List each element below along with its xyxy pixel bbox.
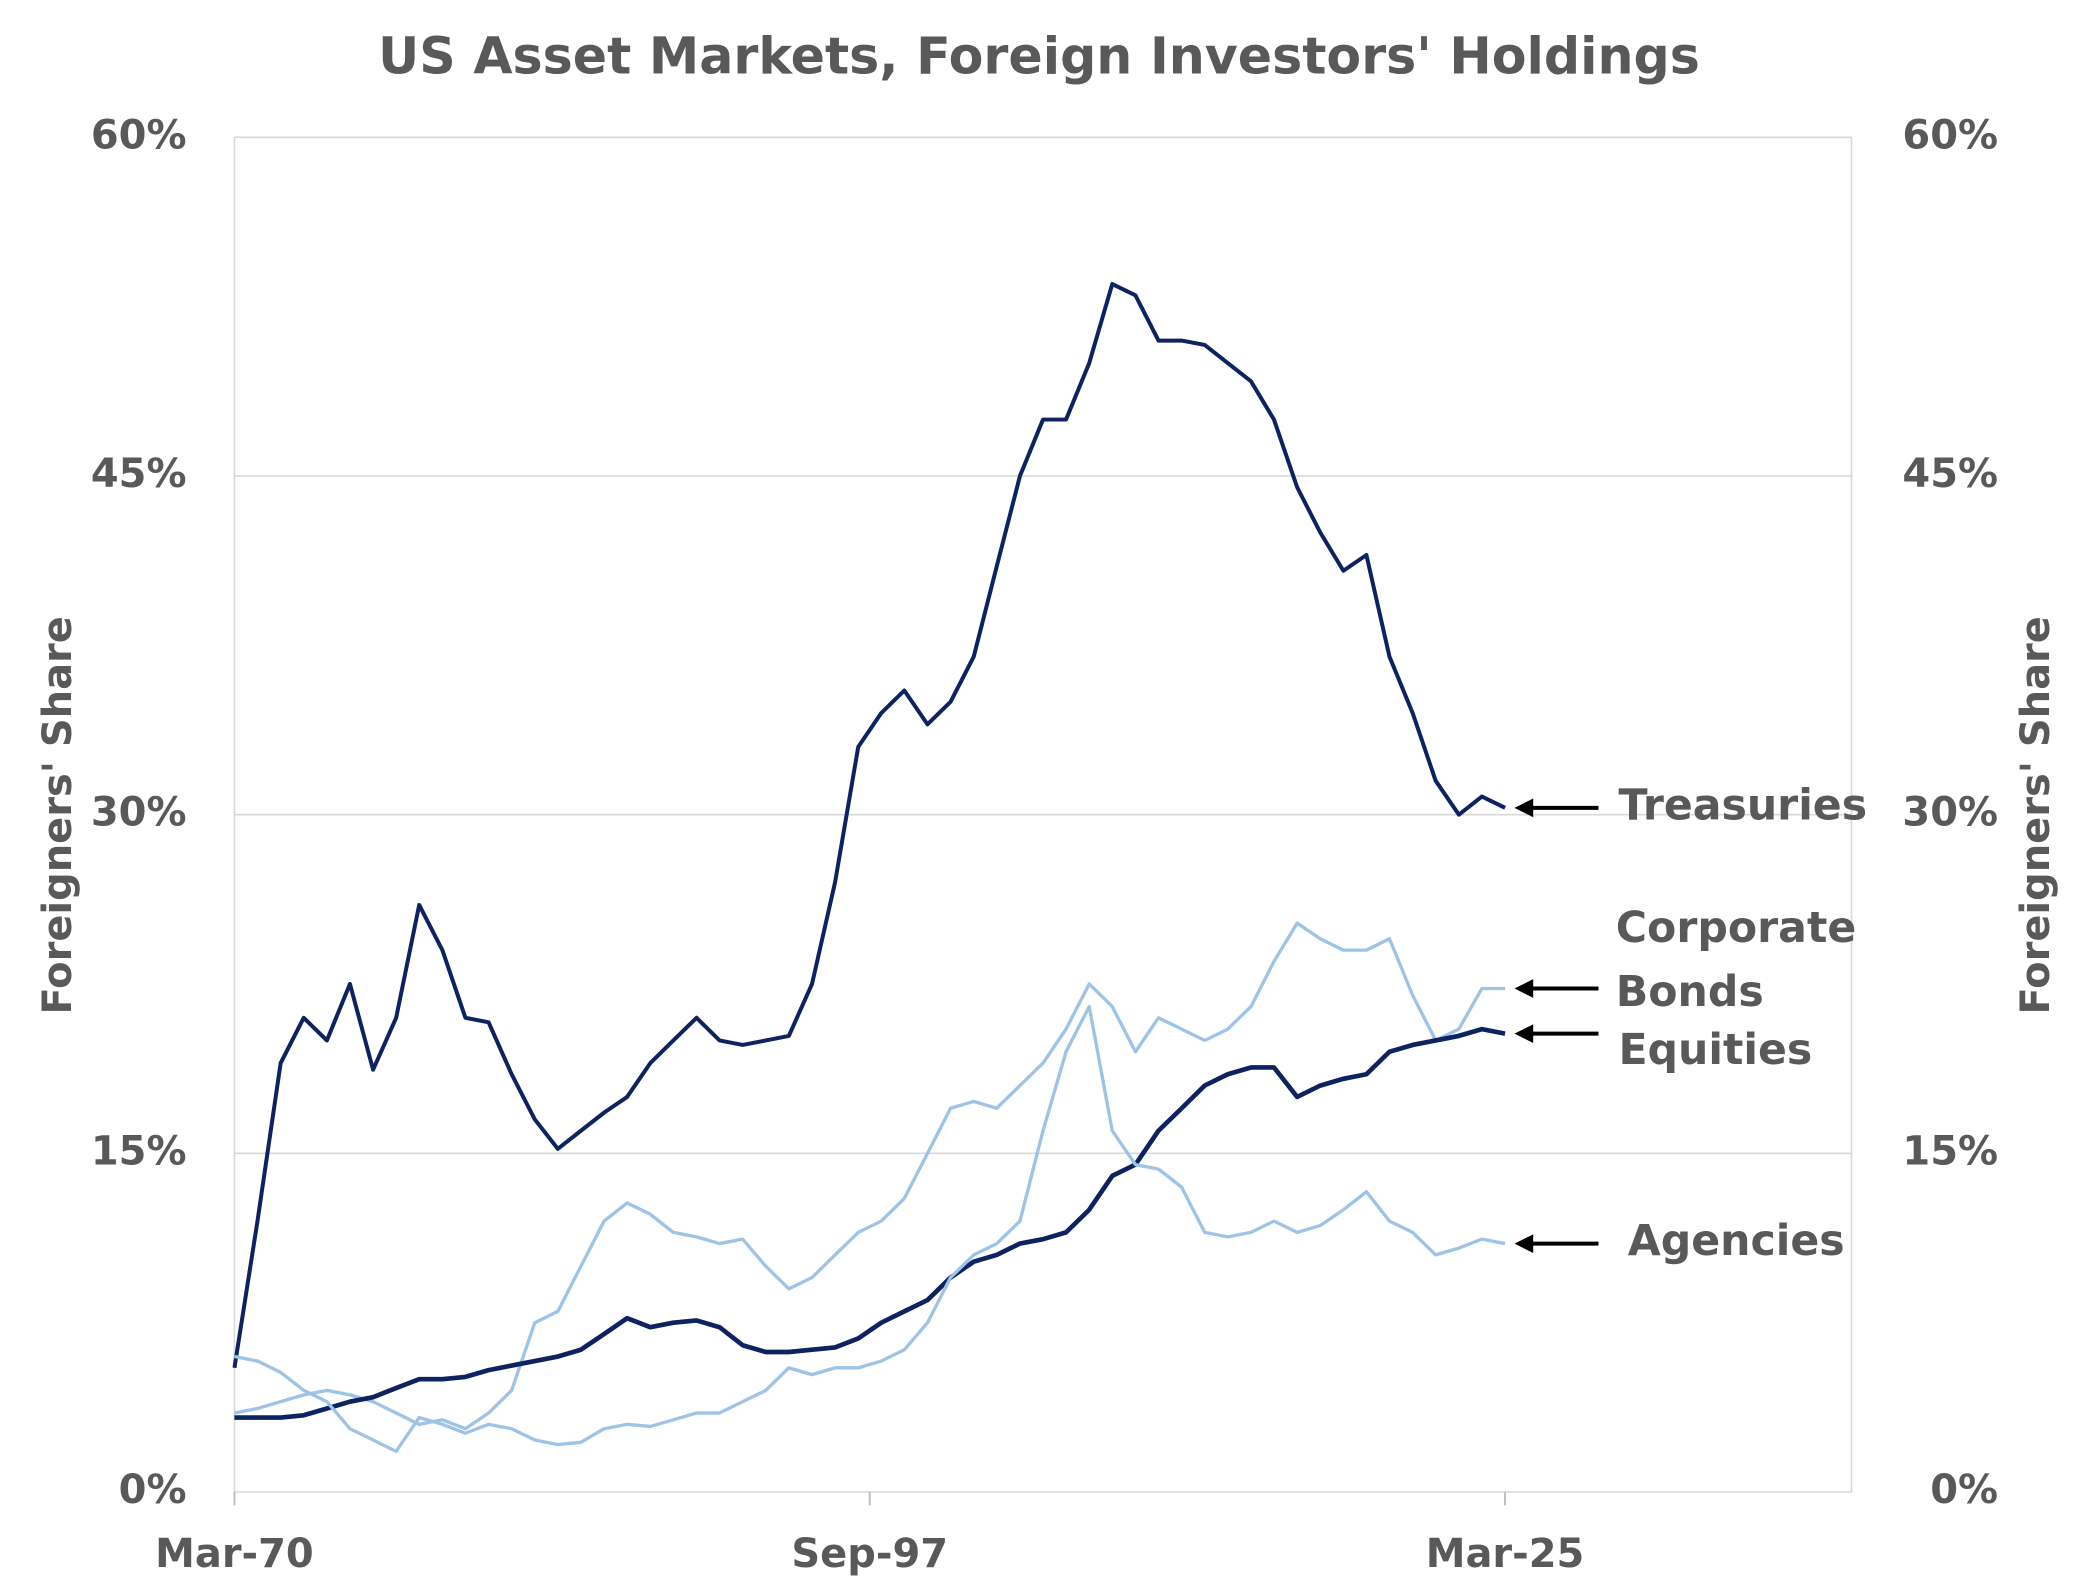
x-tick-label: Mar-25 — [1426, 1531, 1585, 1577]
series-label: Agencies — [1628, 1216, 1845, 1266]
y2-tick-label: 15% — [1902, 1128, 1998, 1174]
label-arrowhead — [1514, 1234, 1534, 1253]
series-label: Equities — [1618, 1025, 1812, 1075]
x-tick-label: Mar-70 — [155, 1531, 314, 1577]
y2-axis-label: Foreigners' Share — [2013, 616, 2059, 1014]
label-arrowhead — [1514, 798, 1534, 818]
y2-tick-label: 45% — [1902, 451, 1998, 497]
y2-tick-label: 0% — [1930, 1467, 1998, 1513]
label-arrowhead — [1514, 979, 1534, 998]
series-line — [234, 1026, 1506, 1420]
series-line — [232, 282, 1506, 1369]
y2-tick-label: 30% — [1902, 790, 1998, 836]
series-label: Treasuries — [1618, 780, 1867, 830]
y-tick-label: 60% — [91, 112, 187, 158]
y-axis-label: Foreigners' Share — [35, 616, 81, 1014]
x-tick-label: Sep-97 — [791, 1531, 948, 1577]
y-tick-label: 30% — [91, 790, 187, 836]
series-label: Corporate Bonds — [1615, 901, 1857, 1017]
series-line — [234, 921, 1506, 1431]
y-tick-label: 0% — [119, 1467, 187, 1513]
y-tick-label: 45% — [91, 451, 187, 497]
chart-title: US Asset Markets, Foreign Investors' Hol… — [378, 27, 1700, 86]
y-tick-label: 15% — [91, 1128, 187, 1174]
y2-tick-label: 60% — [1902, 112, 1998, 158]
series-label-box: Corporate Bonds — [1615, 901, 1857, 1017]
series-line — [234, 1004, 1506, 1454]
label-arrowhead — [1514, 1024, 1534, 1043]
